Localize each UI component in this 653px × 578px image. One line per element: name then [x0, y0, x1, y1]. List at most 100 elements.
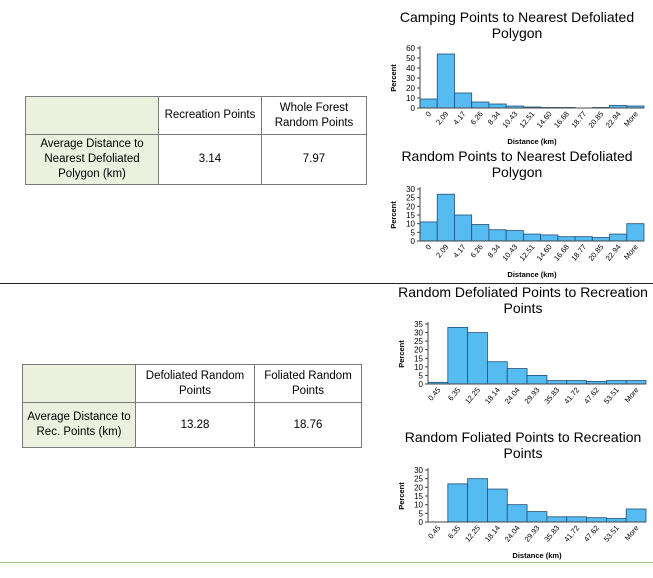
bar-12.51 — [522, 233, 542, 242]
y-tick-label: 30 — [406, 185, 415, 194]
bar-24.04 — [506, 504, 528, 523]
section-divider — [0, 283, 653, 284]
y-tick-label: 50 — [406, 54, 415, 63]
x-tick-label: 10.43 — [500, 243, 519, 263]
y-tick-label: 40 — [406, 64, 415, 73]
x-tick-label: 18.14 — [483, 386, 502, 406]
table-row: Average Distance to Rec. Points (km) 13.… — [22, 402, 362, 448]
bar-35.83 — [546, 516, 568, 523]
x-tick-label: 12.25 — [463, 386, 482, 406]
x-tick-label: 35.83 — [542, 524, 561, 544]
bar-2.09 — [436, 53, 455, 109]
bar-More — [625, 508, 647, 523]
x-axis-label: Distance (km) — [512, 551, 562, 560]
bar-16.68 — [557, 236, 576, 242]
x-tick-label: 12.51 — [518, 243, 537, 263]
y-tick-label: 0 — [411, 104, 416, 113]
bottom-rule — [0, 562, 653, 563]
x-tick-label: 41.72 — [562, 524, 581, 544]
table-header-cell: Defoliated Random Points — [135, 364, 255, 403]
table-value-cell: 3.14 — [158, 134, 262, 185]
bar-2.09 — [436, 193, 455, 242]
x-tick-label: 2.09 — [434, 110, 450, 127]
bar-53.51 — [605, 380, 627, 385]
y-axis-label: Percent — [389, 64, 398, 92]
y-tick-label: 0 — [419, 518, 424, 527]
y-tick-label: 15 — [406, 211, 415, 220]
y-axis-label: Percent — [397, 340, 406, 368]
table-corner-cell — [25, 96, 159, 135]
x-tick-label: 0 — [424, 243, 434, 252]
y-tick-label: 20 — [414, 483, 423, 492]
x-tick-label: 24.04 — [503, 386, 522, 406]
x-tick-label: More — [623, 524, 641, 543]
y-axis-label: Percent — [397, 482, 406, 510]
y-tick-label: 25 — [406, 194, 415, 203]
x-tick-label: 35.83 — [542, 386, 561, 406]
y-tick-label: 15 — [414, 354, 423, 363]
chart-title-random: Random Points to Nearest Defoliated Poly… — [401, 148, 633, 180]
y-tick-label: 25 — [414, 475, 423, 484]
x-tick-label: More — [622, 110, 640, 129]
x-tick-label: 18.77 — [569, 243, 588, 263]
bar-24.04 — [506, 368, 528, 385]
table-header-cell: Whole Forest Random Points — [261, 96, 367, 135]
x-axis-label: Distance (km) — [507, 270, 557, 279]
x-tick-label: 22.94 — [604, 243, 623, 263]
table-row-label: Average Distance to Rec. Points (km) — [22, 402, 136, 448]
x-tick-label: 6.26 — [469, 110, 485, 127]
table-value-cell: 7.97 — [261, 134, 367, 185]
table-value-cell: 13.28 — [135, 402, 255, 448]
bar-4.17 — [454, 92, 473, 109]
x-tick-label: 2.09 — [434, 243, 450, 260]
y-tick-label: 30 — [414, 329, 423, 338]
bar-6.26 — [471, 101, 490, 109]
y-tick-label: 0 — [419, 380, 424, 389]
x-tick-label: 16.68 — [552, 243, 571, 263]
table-header-cell: Foliated Random Points — [254, 364, 362, 403]
x-tick-label: 47.62 — [582, 524, 601, 544]
y-tick-label: 15 — [414, 492, 423, 501]
x-tick-label: 6.35 — [446, 524, 462, 541]
y-tick-label: 20 — [406, 202, 415, 211]
y-tick-label: 10 — [406, 220, 415, 229]
x-tick-label: 6.35 — [446, 386, 462, 403]
y-tick-label: 20 — [406, 84, 415, 93]
y-tick-label: 20 — [414, 346, 423, 355]
y-tick-label: 10 — [406, 94, 415, 103]
bar-41.72 — [566, 516, 587, 523]
y-tick-label: 30 — [406, 74, 415, 83]
bar-6.26 — [471, 224, 490, 242]
bar-22.94 — [609, 233, 628, 242]
x-tick-label: 4.17 — [451, 110, 467, 127]
x-tick-label: 6.26 — [469, 243, 485, 260]
table-value-cell: 18.76 — [254, 402, 362, 448]
table-header-cell: Recreation Points — [158, 96, 262, 135]
bar-12.25 — [467, 478, 488, 523]
x-tick-label: 12.25 — [463, 524, 482, 544]
bar-20.85 — [591, 237, 610, 242]
x-tick-label: 47.62 — [582, 386, 601, 406]
chart-title-camping: Camping Points to Nearest Defoliated Pol… — [399, 9, 635, 41]
bar-29.93 — [526, 511, 548, 523]
x-tick-label: 41.72 — [562, 386, 581, 406]
bar-18.14 — [487, 488, 508, 523]
distance-to-defoliated-table: Recreation Points Whole Forest Random Po… — [25, 96, 367, 185]
x-tick-label: 53.51 — [602, 524, 621, 544]
y-tick-label: 5 — [419, 371, 424, 380]
bar-35.83 — [546, 380, 568, 385]
table-header-row: Defoliated Random Points Foliated Random… — [22, 364, 362, 403]
x-tick-label: 14.60 — [535, 243, 554, 263]
x-tick-label: 29.93 — [523, 524, 542, 544]
x-tick-label: 0.45 — [426, 524, 442, 541]
y-tick-label: 0 — [411, 237, 416, 246]
bar-6.35 — [447, 327, 469, 385]
x-tick-label: 10.43 — [500, 110, 519, 130]
distance-to-recreation-table: Defoliated Random Points Foliated Random… — [22, 364, 362, 448]
bar-6.35 — [447, 483, 469, 523]
x-tick-label: 14.60 — [535, 110, 554, 130]
